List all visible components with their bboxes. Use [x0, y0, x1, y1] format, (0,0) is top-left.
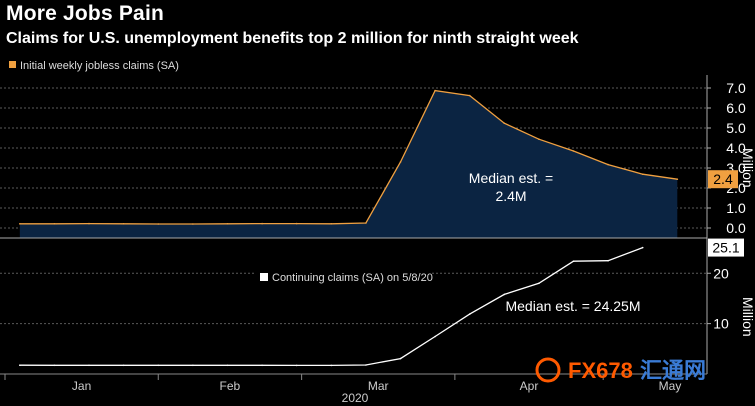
- watermark-text: FX678: [568, 358, 633, 383]
- initial-claims-point: [607, 163, 609, 166]
- initial-claims-point: [261, 222, 263, 225]
- watermark-text-cn: 汇通网: [640, 358, 706, 383]
- initial-claims-point: [538, 138, 540, 140]
- chart-title: More Jobs Pain: [6, 2, 165, 25]
- continuing-claims-point: [261, 364, 263, 367]
- initial-claims-line: [19, 89, 678, 225]
- continuing-claims-point: [607, 259, 609, 262]
- continuing-claims-point: [399, 357, 402, 360]
- bottom-ytick-label: 20: [713, 265, 729, 281]
- continuing-claims-point: [53, 364, 56, 367]
- top-ytick-label: 5.0: [726, 120, 746, 136]
- initial-claims-point: [468, 94, 471, 97]
- initial-claims-point: [88, 222, 90, 225]
- initial-claims-point: [192, 223, 194, 225]
- bottom-ytick-label: 10: [713, 316, 729, 332]
- bottom-last-value-label: 25.1: [712, 240, 739, 256]
- top-ytick-label: 7.0: [726, 80, 746, 96]
- bottom-legend-swatch: [260, 273, 268, 281]
- continuing-claims-point: [641, 246, 644, 249]
- initial-claims-point: [226, 223, 229, 225]
- top-ytick-label: 4.0: [726, 140, 746, 156]
- chart-subtitle: Claims for U.S. unemployment benefits to…: [6, 30, 579, 47]
- initial-claims-point: [572, 150, 575, 152]
- initial-claims-point: [641, 173, 644, 175]
- initial-claims-point: [676, 178, 679, 180]
- x-tick-label: Mar: [368, 379, 389, 393]
- initial-claims-point: [157, 223, 160, 225]
- x-tick-label: May: [659, 379, 682, 393]
- bottom-ylabel: Million: [740, 297, 755, 337]
- continuing-claims-point: [192, 364, 194, 367]
- top-last-value-label: 2.4: [713, 171, 733, 187]
- continuing-claims-point: [538, 282, 540, 285]
- continuing-claims-point: [434, 335, 436, 338]
- top-annotation-line1: Median est. =: [469, 170, 553, 186]
- initial-claims-point: [399, 161, 402, 163]
- bottom-last-value-badge: [708, 238, 744, 257]
- watermark: FX678 汇通网: [535, 357, 706, 383]
- top-ytick-label: 6.0: [726, 100, 746, 116]
- watermark-logo-icon: [535, 357, 561, 383]
- initial-claims-point: [122, 223, 125, 225]
- initial-claims-point: [503, 122, 506, 124]
- x-axis: Jan Feb Mar Apr May: [4, 374, 682, 393]
- initial-claims-point: [365, 222, 367, 224]
- top-legend-swatch: [9, 61, 16, 68]
- top-legend-label: Initial weekly jobless claims (SA): [20, 60, 179, 72]
- bottom-legend-box: [254, 268, 430, 286]
- initial-claims-point: [295, 222, 298, 225]
- x-tick-label: Feb: [220, 379, 241, 393]
- continuing-claims-point: [122, 364, 125, 367]
- initial-claims-point: [330, 223, 333, 225]
- top-ylabel: Million: [740, 148, 755, 188]
- continuing-claims-point: [295, 364, 298, 367]
- x-tick-label: Apr: [520, 379, 539, 393]
- top-ytick-label: 1.0: [726, 200, 746, 216]
- top-panel: 7.06.05.04.03.02.01.00.02.4: [0, 80, 746, 238]
- top-annotation-line2: 2.4M: [495, 188, 526, 204]
- bottom-annotation: Median est. = 24.25M: [505, 298, 640, 314]
- continuing-claims-point: [226, 364, 229, 367]
- x-year-label: 2020: [342, 391, 369, 405]
- continuing-claims-point: [157, 364, 160, 367]
- continuing-claims-point: [330, 364, 333, 367]
- initial-claims-point: [19, 223, 21, 225]
- continuing-claims-point: [19, 364, 21, 367]
- initial-claims-point: [434, 89, 436, 92]
- x-tick-label: Jan: [72, 379, 91, 393]
- continuing-claims-point: [365, 364, 367, 366]
- initial-claims-area: [19, 90, 678, 238]
- continuing-claims-point: [572, 260, 575, 263]
- continuing-claims-point: [468, 313, 471, 315]
- initial-claims-point: [53, 223, 56, 225]
- continuing-claims-point: [88, 364, 90, 367]
- continuing-claims-point: [503, 293, 506, 296]
- top-last-value-badge: [708, 170, 738, 189]
- top-ytick-label: 0.0: [726, 220, 746, 236]
- bottom-legend-label: Continuing claims (SA) on 5/8/20: [272, 272, 433, 284]
